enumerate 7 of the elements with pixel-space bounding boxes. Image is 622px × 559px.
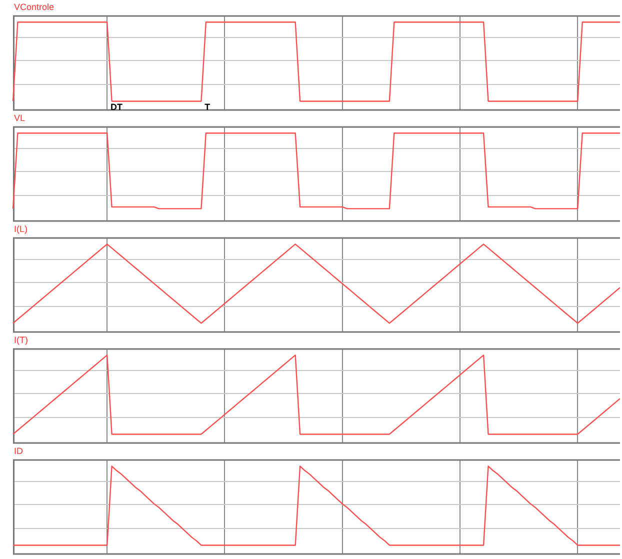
- chart-title: I(L): [13, 223, 28, 236]
- annotation: DT: [110, 102, 123, 112]
- chart-title: VL: [13, 112, 26, 125]
- annotation: T: [204, 102, 211, 112]
- chart-title: VControle: [13, 1, 56, 14]
- chart-title: ID: [13, 445, 24, 458]
- chart-title: I(T): [13, 334, 29, 347]
